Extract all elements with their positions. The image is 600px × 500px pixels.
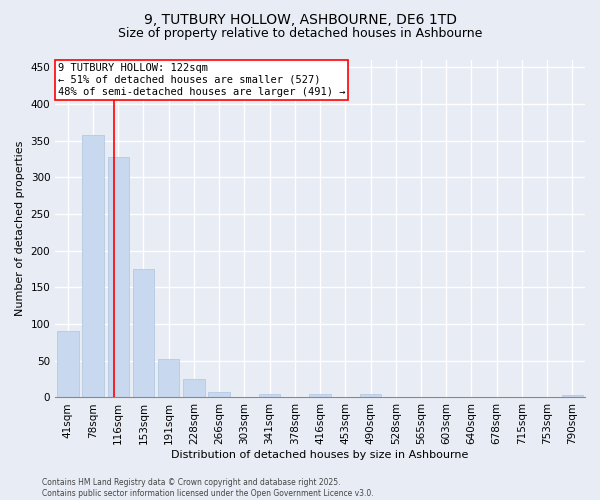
Bar — [562, 396, 583, 398]
Text: Size of property relative to detached houses in Ashbourne: Size of property relative to detached ho… — [118, 28, 482, 40]
Bar — [133, 269, 154, 398]
Text: 9, TUTBURY HOLLOW, ASHBOURNE, DE6 1TD: 9, TUTBURY HOLLOW, ASHBOURNE, DE6 1TD — [143, 12, 457, 26]
Y-axis label: Number of detached properties: Number of detached properties — [15, 141, 25, 316]
Bar — [82, 135, 104, 398]
X-axis label: Distribution of detached houses by size in Ashbourne: Distribution of detached houses by size … — [172, 450, 469, 460]
Bar — [183, 379, 205, 398]
Bar — [158, 360, 179, 398]
Bar — [310, 394, 331, 398]
Bar — [208, 392, 230, 398]
Bar — [259, 394, 280, 398]
Bar — [57, 332, 79, 398]
Bar — [360, 394, 381, 398]
Text: Contains HM Land Registry data © Crown copyright and database right 2025.
Contai: Contains HM Land Registry data © Crown c… — [42, 478, 374, 498]
Bar — [107, 157, 129, 398]
Text: 9 TUTBURY HOLLOW: 122sqm
← 51% of detached houses are smaller (527)
48% of semi-: 9 TUTBURY HOLLOW: 122sqm ← 51% of detach… — [58, 64, 346, 96]
